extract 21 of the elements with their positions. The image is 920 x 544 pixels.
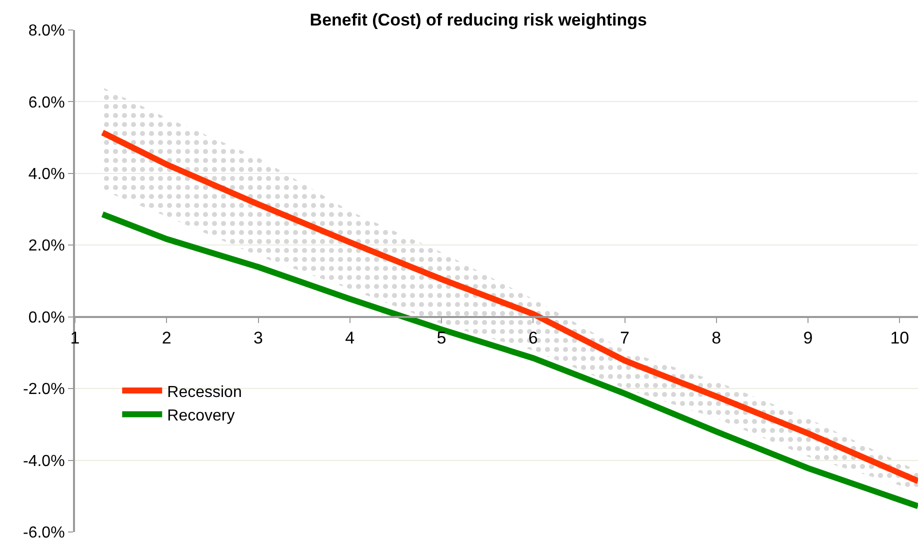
- x-tick-label: 5: [436, 328, 446, 348]
- legend-label: Recovery: [167, 408, 235, 425]
- chart-title: Benefit (Cost) of reducing risk weightings: [310, 10, 647, 30]
- x-tick-label: 10: [890, 328, 910, 348]
- x-tick-label: 7: [620, 328, 630, 348]
- y-tick-label: -2.0%: [23, 381, 65, 398]
- x-tick-label: 3: [254, 328, 263, 348]
- x-tick-label: 6: [528, 328, 538, 348]
- y-tick-label: 0.0%: [28, 309, 65, 326]
- y-tick-label: 8.0%: [28, 22, 65, 40]
- x-tick-label: 4: [345, 328, 355, 348]
- y-tick-label: 4.0%: [28, 166, 65, 184]
- y-tick-label: -6.0%: [23, 524, 65, 542]
- y-tick-label: -4.0%: [23, 452, 65, 470]
- x-tick-label: 9: [803, 328, 813, 348]
- legend-label: Recession: [167, 384, 242, 401]
- y-tick-label: 2.0%: [28, 238, 65, 255]
- x-tick-label: 1: [70, 328, 80, 348]
- x-tick-label: 8: [712, 328, 722, 348]
- x-tick-label: 2: [162, 328, 172, 348]
- y-tick-label: 6.0%: [28, 94, 65, 112]
